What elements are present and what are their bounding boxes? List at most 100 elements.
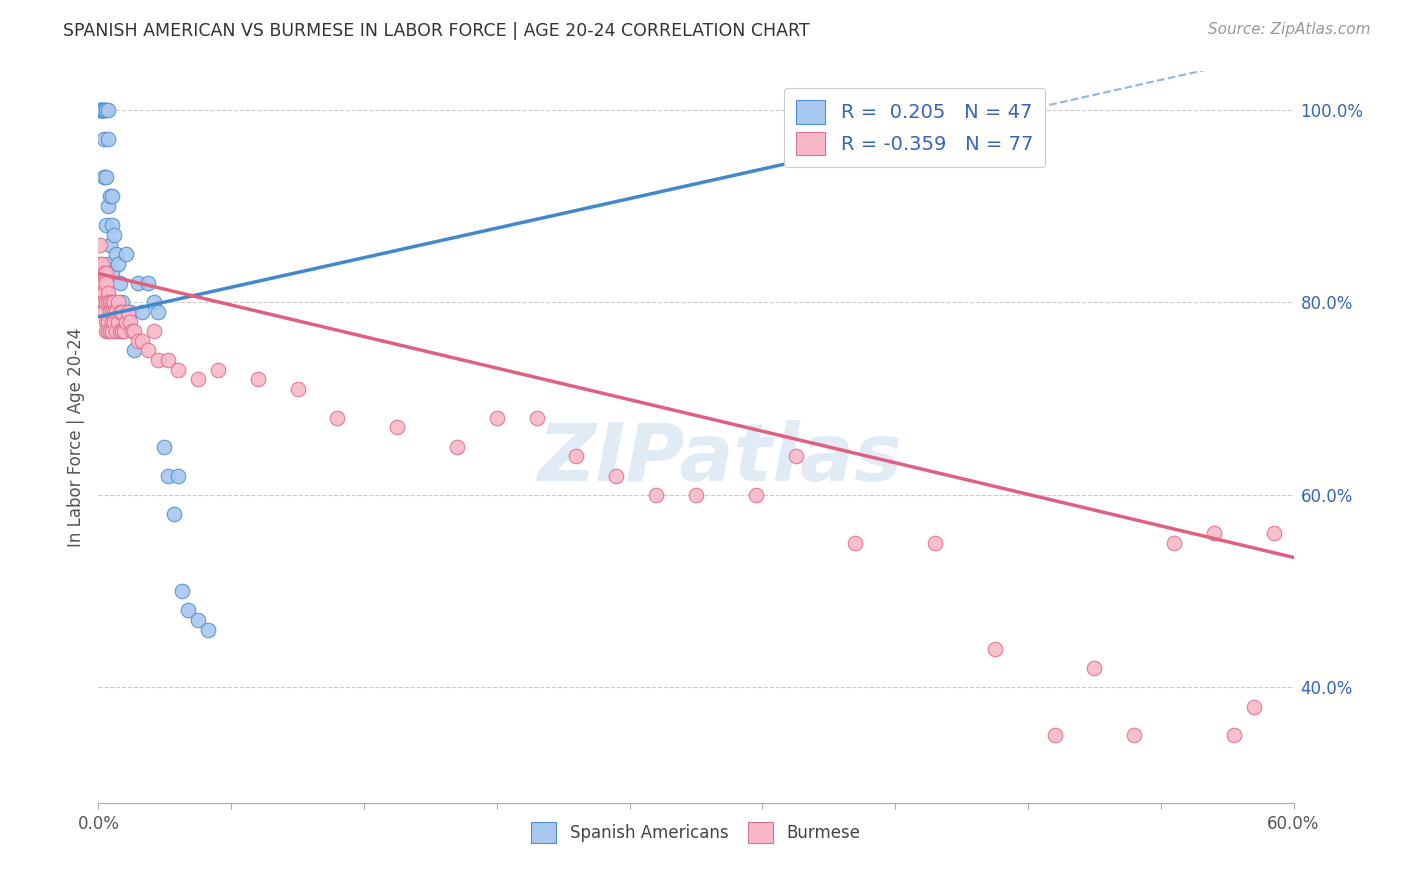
Point: [89, 237, 111, 252]
Point: [105, 315, 128, 329]
Point: [105, 305, 128, 319]
Point: [110, 305, 132, 319]
Point: [326, 410, 349, 425]
Point: [93, 132, 115, 146]
Point: [101, 267, 124, 281]
Point: [605, 468, 627, 483]
Point: [924, 536, 946, 550]
Point: [107, 257, 129, 271]
Point: [97, 315, 120, 329]
Point: [110, 276, 132, 290]
Point: [112, 324, 135, 338]
Point: [148, 353, 170, 368]
Point: [1083, 661, 1105, 675]
Point: [96, 170, 118, 185]
Point: [446, 440, 468, 454]
Point: [131, 305, 153, 319]
Point: [131, 334, 153, 348]
Point: [101, 189, 124, 203]
Point: [97, 285, 120, 300]
Point: [107, 305, 129, 319]
Point: [167, 362, 190, 376]
Y-axis label: In Labor Force | Age 20-24: In Labor Force | Age 20-24: [66, 327, 84, 547]
Point: [1123, 728, 1146, 742]
Point: [93, 103, 115, 117]
Point: [526, 410, 548, 425]
Point: [143, 295, 166, 310]
Point: [187, 613, 209, 627]
Point: [121, 324, 143, 338]
Point: [96, 267, 118, 281]
Point: [187, 372, 209, 386]
Point: [91, 276, 114, 290]
Point: [167, 468, 190, 483]
Point: [103, 305, 125, 319]
Point: [98, 305, 122, 319]
Point: [172, 584, 194, 599]
Point: [153, 440, 176, 454]
Point: [97, 324, 120, 338]
Point: [117, 315, 139, 329]
Point: [97, 199, 120, 213]
Point: [103, 295, 125, 310]
Point: [93, 103, 115, 117]
Point: [91, 103, 114, 117]
Point: [197, 623, 219, 637]
Point: [1223, 728, 1246, 742]
Point: [98, 324, 122, 338]
Point: [103, 315, 125, 329]
Point: [97, 103, 120, 117]
Point: [1202, 526, 1225, 541]
Point: [246, 372, 269, 386]
Point: [98, 295, 122, 310]
Point: [117, 305, 139, 319]
Point: [111, 295, 134, 310]
Point: [93, 285, 115, 300]
Point: [96, 103, 118, 117]
Point: [143, 324, 166, 338]
Point: [97, 295, 120, 310]
Point: [785, 450, 807, 464]
Point: [96, 315, 118, 329]
Point: [103, 295, 125, 310]
Point: [127, 334, 149, 348]
Point: [98, 237, 122, 252]
Point: [157, 353, 180, 368]
Text: Source: ZipAtlas.com: Source: ZipAtlas.com: [1208, 22, 1371, 37]
Point: [177, 603, 200, 617]
Point: [97, 132, 120, 146]
Point: [107, 295, 129, 310]
Point: [93, 170, 115, 185]
Point: [105, 247, 128, 261]
Point: [127, 276, 149, 290]
Point: [136, 343, 159, 358]
Point: [565, 450, 588, 464]
Point: [96, 295, 118, 310]
Point: [1043, 728, 1066, 742]
Point: [91, 103, 114, 117]
Point: [207, 362, 229, 376]
Point: [110, 324, 132, 338]
Point: [120, 305, 142, 319]
Point: [1243, 699, 1265, 714]
Point: [115, 247, 138, 261]
Point: [112, 305, 135, 319]
Point: [105, 324, 128, 338]
Point: [89, 103, 111, 117]
Point: [101, 219, 124, 233]
Point: [124, 324, 146, 338]
Text: ZIPatlas: ZIPatlas: [537, 420, 903, 498]
Point: [97, 257, 120, 271]
Point: [485, 410, 508, 425]
Point: [163, 507, 186, 521]
Point: [120, 315, 142, 329]
Point: [111, 305, 134, 319]
Point: [93, 276, 115, 290]
Point: [101, 295, 124, 310]
Point: [157, 468, 180, 483]
Point: [93, 305, 115, 319]
Point: [1163, 536, 1185, 550]
Point: [89, 103, 111, 117]
Legend: Spanish Americans, Burmese: Spanish Americans, Burmese: [524, 815, 868, 849]
Point: [93, 267, 115, 281]
